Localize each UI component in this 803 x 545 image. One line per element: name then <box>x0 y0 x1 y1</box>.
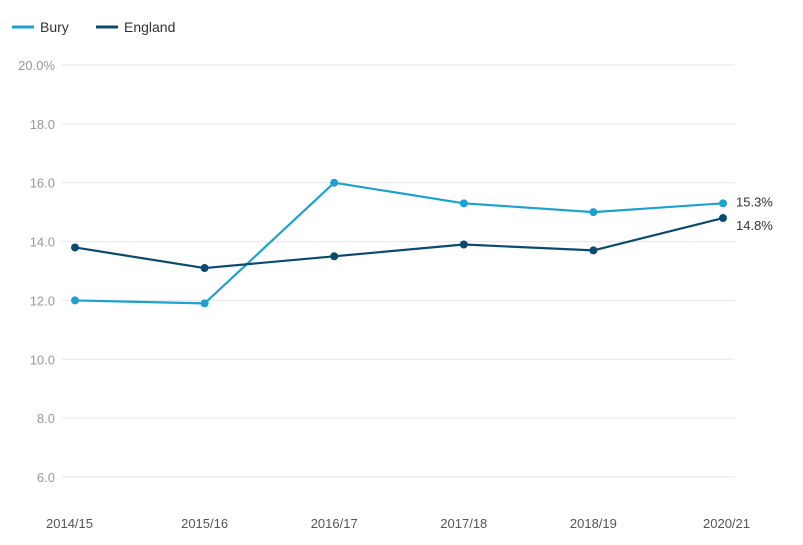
series-layer <box>71 178 727 308</box>
legend-label-1: England <box>124 19 175 35</box>
series-line-1 <box>74 216 724 270</box>
data-point <box>589 246 598 255</box>
x-tick-label: 2015/16 <box>181 516 228 531</box>
y-tick-label: 14.0 <box>30 235 55 250</box>
x-tick-label: 2018/19 <box>570 516 617 531</box>
data-point <box>330 178 339 187</box>
x-tick-label: 2014/15 <box>46 516 93 531</box>
series-line-0 <box>74 181 724 305</box>
y-tick-label: 20.0% <box>18 58 55 73</box>
y-tick-label: 16.0 <box>30 176 55 191</box>
x-tick-label: 2016/17 <box>311 516 358 531</box>
y-tick-label: 8.0 <box>37 411 55 426</box>
y-tick-label: 6.0 <box>37 470 55 485</box>
end-value-label: 14.8% <box>736 218 773 233</box>
x-tick-label: 2020/21 <box>703 516 750 531</box>
y-axis: 6.0 8.0 10.0 12.0 14.0 16.0 18.0 20.0% <box>18 58 55 485</box>
end-value-label: 15.3% <box>736 194 773 209</box>
data-point <box>200 264 209 273</box>
y-tick-label: 10.0 <box>30 352 55 367</box>
data-point <box>459 240 468 249</box>
y-tick-label: 12.0 <box>30 293 55 308</box>
gridlines <box>62 64 735 478</box>
data-point <box>459 199 468 208</box>
legend: Bury England <box>12 19 175 35</box>
end-labels: 15.3% 14.8% <box>736 194 773 233</box>
data-point <box>589 208 598 217</box>
data-point <box>719 199 727 208</box>
data-point <box>200 299 209 308</box>
data-point <box>330 252 339 261</box>
data-point <box>719 214 727 223</box>
data-point <box>71 243 79 252</box>
y-tick-label: 18.0 <box>30 117 55 132</box>
data-point <box>71 296 79 305</box>
x-axis: 2014/15 2015/16 2016/17 2017/18 2018/19 2020/… <box>46 516 750 531</box>
x-tick-label: 2017/18 <box>440 516 487 531</box>
legend-label-0: Bury <box>40 19 69 35</box>
